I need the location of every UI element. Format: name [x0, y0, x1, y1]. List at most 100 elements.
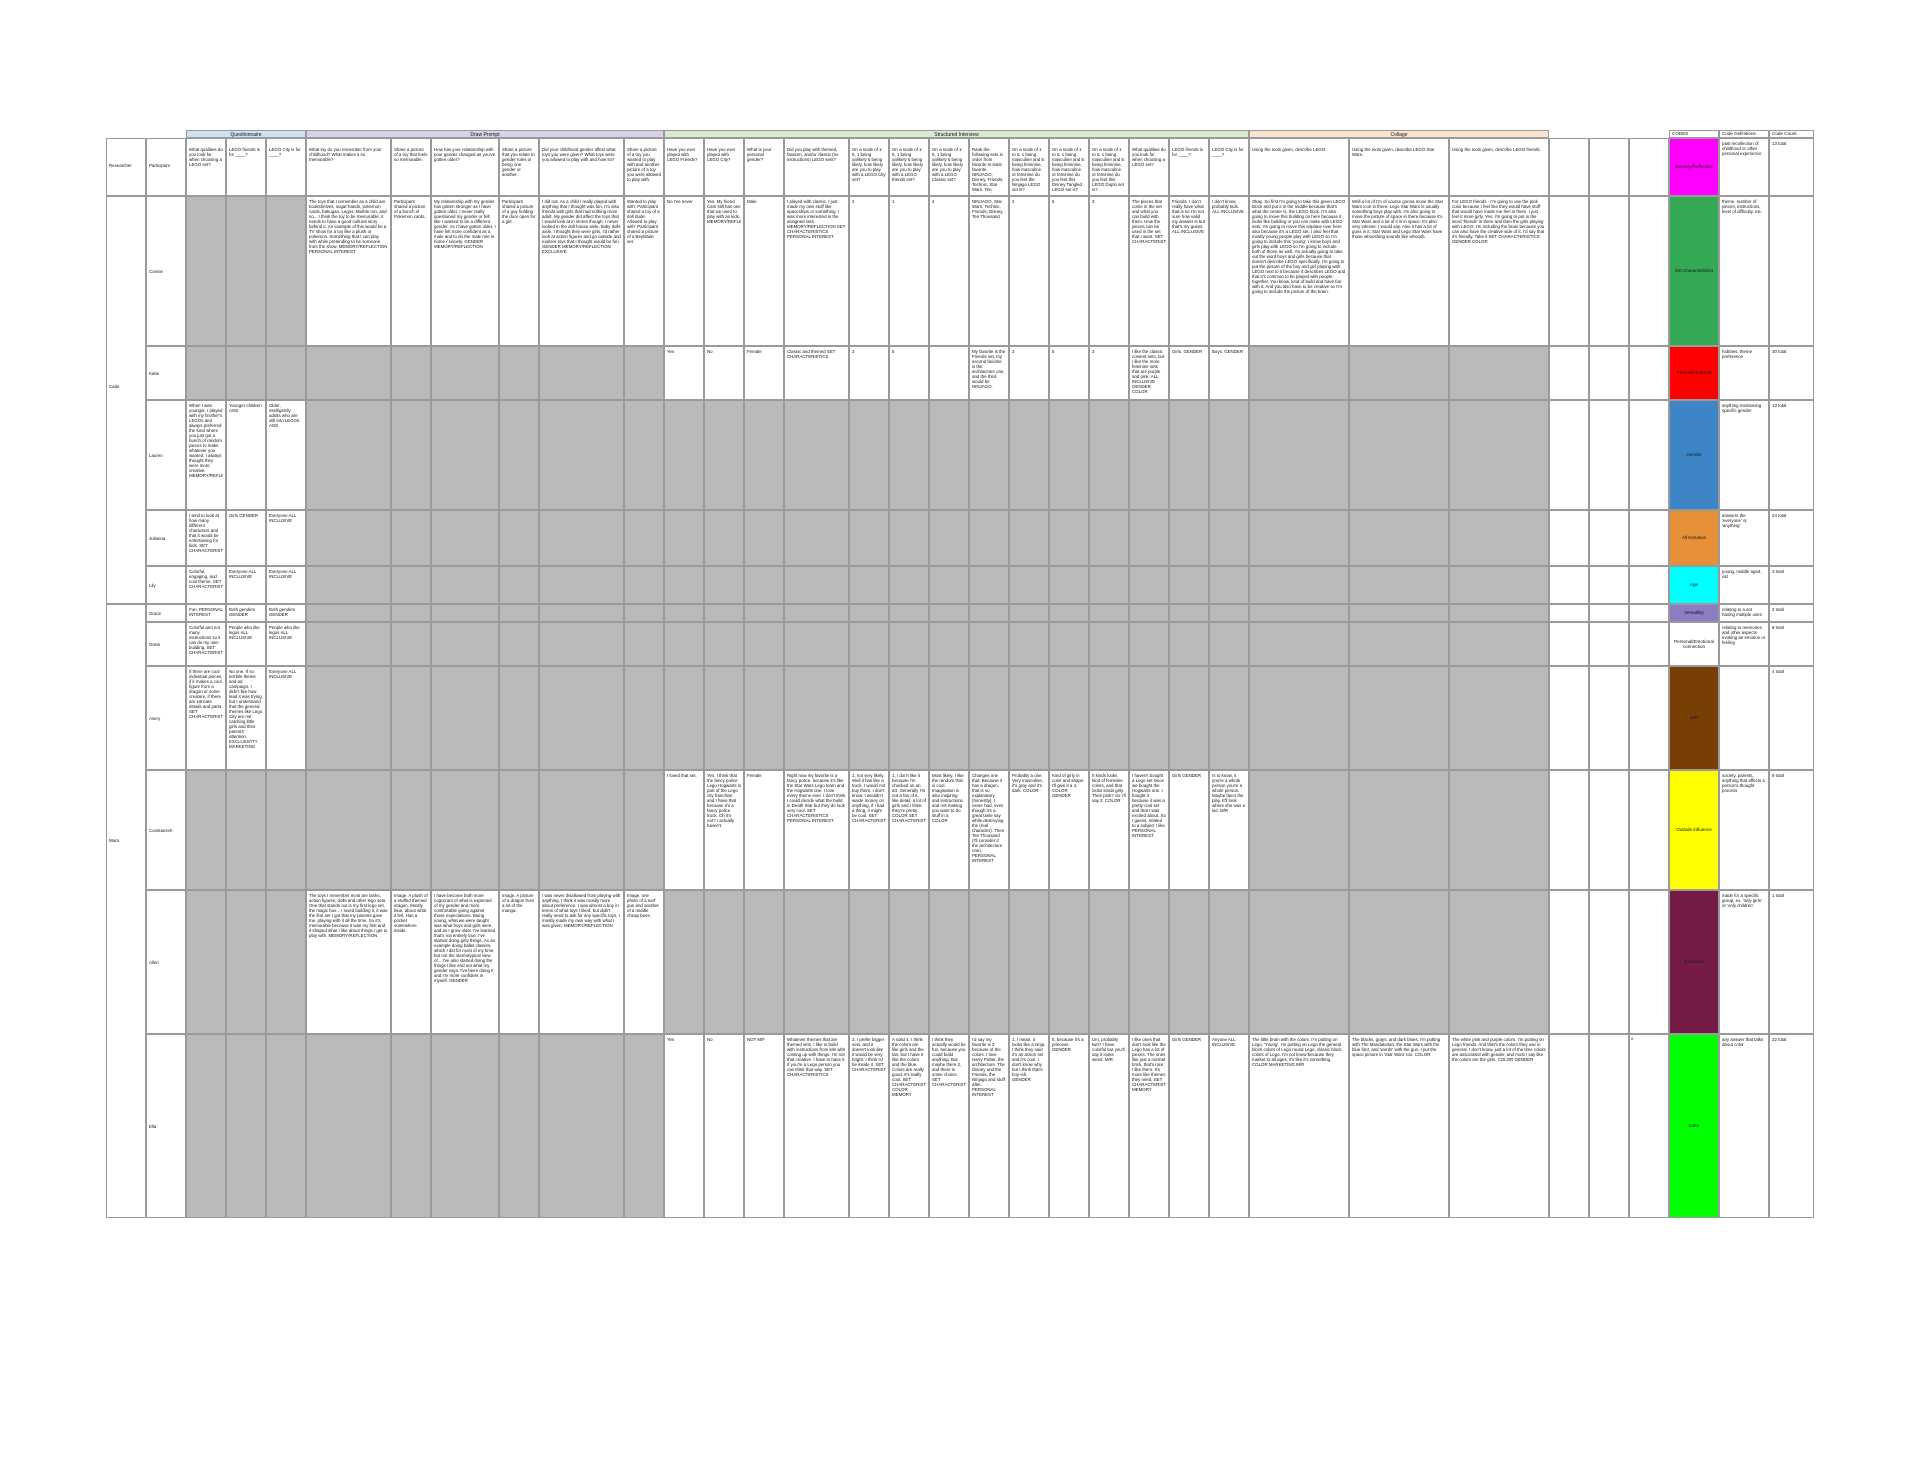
answer-text: 1, I don't like it because I'm chocked o… — [892, 773, 926, 823]
empty-cell — [1549, 770, 1589, 890]
code-swatch: Personal/Emotional connection — [1669, 622, 1719, 666]
answer-text: NOT M/F — [747, 1037, 765, 1042]
answer-text: I have become both more cognizant of wha… — [434, 893, 496, 983]
answer-cell: Okay. So first I'm going to take this gr… — [1249, 196, 1349, 346]
empty-cell — [849, 890, 889, 1034]
empty-cell — [1349, 346, 1449, 400]
code-definition — [1722, 669, 1766, 767]
header-text: Share a picture of a toy that feels so m… — [394, 147, 428, 162]
answer-cell: The toys I remember most are tanks, acti… — [306, 890, 391, 1034]
header-text: LEGO City is for ____? — [269, 147, 302, 157]
answer-cell: Yes. I think that the fancy police Lego … — [704, 770, 744, 890]
empty-cell — [1089, 400, 1129, 510]
empty-cell — [849, 666, 889, 770]
empty-cell — [431, 770, 499, 890]
empty-cell — [889, 622, 929, 666]
empty-cell — [1449, 666, 1549, 770]
empty-cell — [1549, 566, 1589, 604]
code-count-cell — [1769, 196, 1814, 346]
empty-cell — [624, 604, 664, 622]
answer-cell: Whatever themes that are themed sets, I … — [784, 1034, 849, 1218]
answer-cell: Yes. My friend Cam still has one that we… — [704, 196, 744, 346]
code-count: 1 total — [1772, 893, 1784, 898]
code-definition-cell: answers the 'everyone' or 'anything' — [1719, 510, 1769, 566]
code-swatch: Age — [1669, 566, 1719, 604]
code-definition-cell: past recollection of childhood or other … — [1719, 138, 1769, 196]
answer-text: Everyone ALL INCLUSIVE — [269, 513, 298, 523]
answer-cell: 1, not very likely. Well it has like a t… — [849, 770, 889, 890]
empty-cell — [889, 666, 929, 770]
empty-cell — [1009, 666, 1049, 770]
answer-cell: Older, intelligently adults who are stil… — [266, 400, 306, 510]
answer-cell: The blacks, grays, and dark blues. I'm p… — [1349, 1034, 1449, 1218]
code-name: Age — [1689, 582, 1699, 588]
answer-cell: 5 — [1049, 196, 1089, 346]
header-cell-researcher: Researcher — [106, 138, 146, 196]
code-name: Exclusive — [1684, 959, 1704, 965]
empty-cell — [1009, 510, 1049, 566]
answer-cell: Male — [744, 196, 784, 346]
empty-cell — [1089, 666, 1129, 770]
code-count: 13 total — [1772, 141, 1787, 146]
empty-cell — [431, 566, 499, 604]
answer-text: Female — [747, 349, 762, 354]
code-definition-cell: theme, number of pieces, instructions, l… — [1719, 196, 1769, 346]
answer-cell: 2 — [849, 346, 889, 400]
answer-cell: 3 — [1089, 346, 1129, 400]
empty-cell — [1589, 1034, 1629, 1218]
answer-text: I like the classic content sets, but I l… — [1132, 349, 1166, 394]
answer-text: When I was younger, I played with my bro… — [189, 403, 223, 478]
header-text: What qualities do you look for when choo… — [189, 147, 223, 167]
empty-cell — [1129, 604, 1169, 622]
header-text: Share a picture that you relate to gende… — [502, 147, 536, 177]
header-cell-d1: What toy do you remember from your child… — [306, 138, 391, 196]
empty-cell — [1169, 510, 1209, 566]
answer-text: Participant shared a picture of a bunch … — [394, 199, 427, 219]
empty-cell — [186, 1034, 226, 1218]
header-text: Did your childhood gender affect what to… — [542, 147, 617, 162]
empty-cell — [306, 566, 391, 604]
answer-cell: 2 — [1009, 196, 1049, 346]
answer-cell: Fun, PERSONAL INTEREST — [186, 604, 226, 622]
empty-cell — [849, 604, 889, 622]
empty-cell — [969, 604, 1009, 622]
code-swatch: Personal Interest — [1669, 346, 1719, 400]
empty-cell — [391, 400, 431, 510]
empty-cell — [1589, 346, 1629, 400]
answer-text: The pieces that come in the set and what… — [1132, 199, 1166, 244]
code-definition-cell: anything mentioning specific gender — [1719, 400, 1769, 510]
empty-cell — [499, 400, 539, 510]
header-text: Participant — [149, 163, 170, 168]
empty-cell — [1349, 400, 1449, 510]
header-cell-s1: Have you ever played with LEGO Friends? — [664, 138, 704, 196]
empty-cell — [704, 622, 744, 666]
answer-text: I'd say my favorite is 3 because of the … — [972, 1037, 1006, 1097]
empty-cell — [431, 1034, 499, 1218]
answer-text: People who like legos ALL INCLUSIVE — [229, 625, 261, 640]
answer-cell: Yes — [664, 1034, 704, 1218]
empty-cell — [226, 346, 266, 400]
empty-cell — [929, 400, 969, 510]
header-text: On a scale of 1 to 5, 1 being masculine … — [1092, 147, 1126, 192]
header-text: LEGO friends is for ____? — [1172, 147, 1205, 157]
participant-name-cell: Allen — [146, 890, 186, 1034]
answer-cell: Everyone ALL INCLUSIVE — [226, 566, 266, 604]
empty-cell — [1589, 566, 1629, 604]
answer-text: People who like legos ALL INCLUSIVE — [269, 625, 301, 640]
answer-cell: 2 — [849, 196, 889, 346]
empty-cell — [1249, 622, 1349, 666]
participant-name: Allen — [149, 960, 159, 965]
answer-text: No — [707, 349, 713, 354]
answer-text: For LEGO friends - I'm going to use the … — [1452, 199, 1546, 244]
empty-cell — [266, 346, 306, 400]
empty-cell — [664, 666, 704, 770]
answer-cell: The white pink and purple colors. I'm pu… — [1449, 1034, 1549, 1218]
answer-cell: Boys. GENDER — [1209, 346, 1249, 400]
answer-text: Both genders GENDER — [269, 607, 297, 617]
section-code-count: Code Count — [1769, 130, 1814, 138]
answer-text: 3 — [1092, 199, 1095, 204]
empty-cell — [929, 666, 969, 770]
empty-cell — [1169, 622, 1209, 666]
participant-name-cell: Constanzeh — [146, 770, 186, 890]
empty-cell — [929, 510, 969, 566]
